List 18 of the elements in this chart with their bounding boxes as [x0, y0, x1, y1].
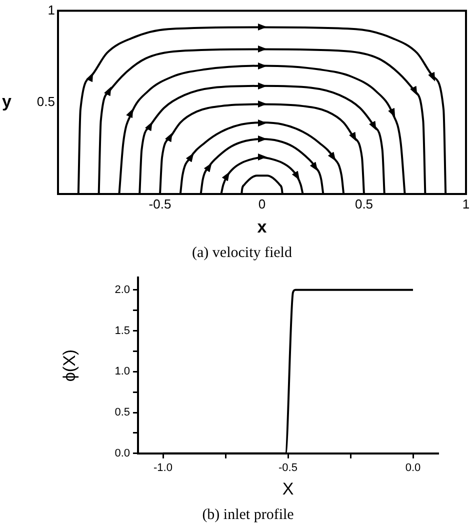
y-tick-label: 0.5: [114, 406, 130, 419]
y-axis-title: ϕ(X): [60, 349, 79, 382]
x-tick-label: -1.0: [154, 462, 172, 474]
text: (b) inlet profile: [202, 506, 294, 523]
x-axis-title: x: [257, 217, 268, 236]
y-tick-label: 1.5: [114, 324, 130, 337]
x-tick-label: 1: [462, 196, 470, 212]
x-tick-label: 0.5: [354, 196, 374, 212]
text: (a) velocity field: [192, 244, 292, 261]
y-tick-label: 2.0: [114, 284, 130, 296]
x-tick-label: 0: [258, 196, 266, 212]
x-tick-label: 0.0: [405, 462, 421, 474]
x-axis-title: X: [282, 479, 294, 498]
y-tick-label: 0.0: [114, 447, 130, 460]
y-tick-label: 1.0: [114, 366, 130, 378]
y-axis-title: y: [2, 92, 12, 112]
x-tick-label: -0.5: [148, 196, 172, 212]
x-tick-label: -0.5: [278, 462, 298, 474]
